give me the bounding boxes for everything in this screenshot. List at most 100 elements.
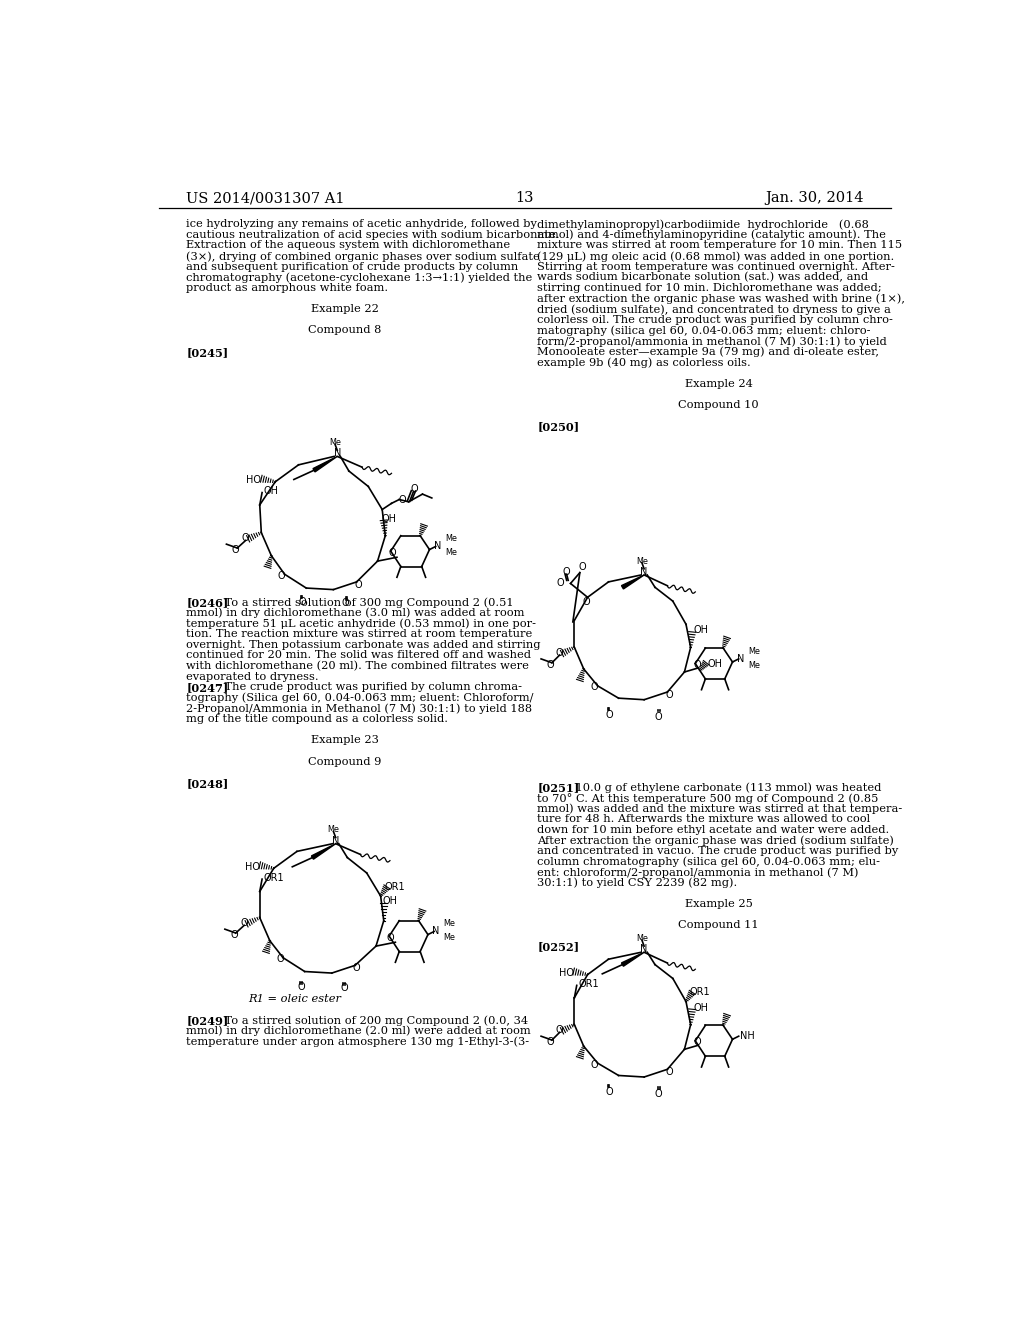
Text: (129 μL) mg oleic acid (0.68 mmol) was added in one portion.: (129 μL) mg oleic acid (0.68 mmol) was a… xyxy=(538,251,894,261)
Text: N: N xyxy=(332,836,339,846)
Text: mixture was stirred at room temperature for 10 min. Then 115: mixture was stirred at room temperature … xyxy=(538,240,902,251)
Text: O: O xyxy=(299,597,306,607)
Text: US 2014/0031307 A1: US 2014/0031307 A1 xyxy=(186,191,345,206)
Text: N: N xyxy=(640,944,648,954)
Text: O: O xyxy=(411,484,419,495)
Text: Me: Me xyxy=(636,557,648,565)
Text: 2-Propanol/Ammonia in Methanol (7 M) 30:1:1) to yield 188: 2-Propanol/Ammonia in Methanol (7 M) 30:… xyxy=(186,704,532,714)
Text: [0245]: [0245] xyxy=(186,347,228,358)
Text: temperature 51 μL acetic anhydride (0.53 mmol) in one por-: temperature 51 μL acetic anhydride (0.53… xyxy=(186,619,537,630)
Text: O: O xyxy=(354,579,362,590)
Text: Compound 9: Compound 9 xyxy=(308,756,382,767)
Text: O: O xyxy=(276,954,284,964)
Text: product as amorphous white foam.: product as amorphous white foam. xyxy=(186,282,388,293)
Text: [0249]: [0249] xyxy=(186,1015,228,1026)
Text: O: O xyxy=(693,1038,700,1047)
Text: N: N xyxy=(432,927,439,936)
Text: O: O xyxy=(563,566,570,577)
Text: mmol) in dry dichloromethane (2.0 ml) were added at room: mmol) in dry dichloromethane (2.0 ml) we… xyxy=(186,1026,530,1036)
Text: O: O xyxy=(654,711,662,722)
Text: mg of the title compound as a colorless solid.: mg of the title compound as a colorless … xyxy=(186,714,449,725)
Text: O: O xyxy=(387,933,394,942)
Text: after extraction the organic phase was washed with brine (1×),: after extraction the organic phase was w… xyxy=(538,293,905,304)
Text: O: O xyxy=(398,495,407,506)
Text: HO: HO xyxy=(245,862,260,871)
Text: ent: chloroform/2-propanol/ammonia in methanol (7 M): ent: chloroform/2-propanol/ammonia in me… xyxy=(538,867,859,878)
Text: OH: OH xyxy=(381,513,396,524)
Polygon shape xyxy=(311,843,336,859)
Polygon shape xyxy=(622,576,644,589)
Text: O: O xyxy=(340,983,348,994)
Text: temperature under argon atmosphere 130 mg 1-Ethyl-3-(3-: temperature under argon atmosphere 130 m… xyxy=(186,1036,529,1047)
Text: O: O xyxy=(666,690,673,700)
Text: O: O xyxy=(353,964,360,973)
Text: [0247]: [0247] xyxy=(186,682,228,693)
Text: [0246]: [0246] xyxy=(186,597,228,609)
Text: N: N xyxy=(640,566,648,577)
Text: O: O xyxy=(297,982,304,991)
Text: Jan. 30, 2014: Jan. 30, 2014 xyxy=(766,191,864,206)
Text: Extraction of the aqueous system with dichloromethane: Extraction of the aqueous system with di… xyxy=(186,240,510,251)
Text: O: O xyxy=(230,931,238,940)
Text: O: O xyxy=(591,1060,598,1069)
Text: Me: Me xyxy=(748,647,760,656)
Text: stirring continued for 10 min. Dichloromethane was added;: stirring continued for 10 min. Dichlorom… xyxy=(538,282,882,293)
Text: HO: HO xyxy=(247,475,261,486)
Text: wards sodium bicarbonate solution (sat.) was added, and: wards sodium bicarbonate solution (sat.)… xyxy=(538,272,868,282)
Text: overnight. Then potassium carbonate was added and stirring: overnight. Then potassium carbonate was … xyxy=(186,640,541,649)
Text: to 70° C. At this temperature 500 mg of Compound 2 (0.85: to 70° C. At this temperature 500 mg of … xyxy=(538,793,879,804)
Text: tion. The reaction mixture was stirred at room temperature: tion. The reaction mixture was stirred a… xyxy=(186,630,532,639)
Text: O: O xyxy=(557,578,564,589)
Text: O: O xyxy=(241,917,248,928)
Text: Example 23: Example 23 xyxy=(311,735,379,746)
Text: O: O xyxy=(231,545,240,556)
Text: [0250]: [0250] xyxy=(538,421,580,432)
Text: and concentrated in vacuo. The crude product was purified by: and concentrated in vacuo. The crude pro… xyxy=(538,846,898,855)
Text: Me: Me xyxy=(443,919,456,928)
Text: down for 10 min before ethyl acetate and water were added.: down for 10 min before ethyl acetate and… xyxy=(538,825,890,834)
Text: Example 22: Example 22 xyxy=(311,304,379,314)
Text: 30:1:1) to yield CSY 2239 (82 mg).: 30:1:1) to yield CSY 2239 (82 mg). xyxy=(538,878,737,888)
Text: dimethylaminopropyl)carbodiimide  hydrochloride   (0.68: dimethylaminopropyl)carbodiimide hydroch… xyxy=(538,219,869,230)
Text: O: O xyxy=(556,648,563,657)
Text: (3×), drying of combined organic phases over sodium sulfate: (3×), drying of combined organic phases … xyxy=(186,251,540,261)
Text: After extraction the organic phase was dried (sodium sulfate): After extraction the organic phase was d… xyxy=(538,836,894,846)
Text: Me: Me xyxy=(328,825,339,834)
Text: OR1: OR1 xyxy=(263,873,285,883)
Text: matography (silica gel 60, 0.04-0.063 mm; eluent: chloro-: matography (silica gel 60, 0.04-0.063 mm… xyxy=(538,326,870,337)
Text: HO: HO xyxy=(559,968,573,978)
Text: O: O xyxy=(556,1026,563,1035)
Polygon shape xyxy=(313,457,337,473)
Text: 13: 13 xyxy=(515,191,535,206)
Text: O: O xyxy=(583,597,590,607)
Text: Me: Me xyxy=(445,535,457,544)
Text: OH: OH xyxy=(382,896,397,907)
Text: mmol) was added and the mixture was stirred at that tempera-: mmol) was added and the mixture was stir… xyxy=(538,804,902,814)
Text: OH: OH xyxy=(263,486,279,496)
Text: Me: Me xyxy=(748,660,760,669)
Text: colorless oil. The crude product was purified by column chro-: colorless oil. The crude product was pur… xyxy=(538,315,893,325)
Text: N: N xyxy=(433,541,441,552)
Text: O: O xyxy=(654,1089,662,1100)
Text: O: O xyxy=(547,660,554,671)
Text: Stirring at room temperature was continued overnight. After-: Stirring at room temperature was continu… xyxy=(538,261,895,272)
Text: N: N xyxy=(736,653,744,664)
Text: O: O xyxy=(666,1068,673,1077)
Text: form/2-propanol/ammonia in methanol (7 M) 30:1:1) to yield: form/2-propanol/ammonia in methanol (7 M… xyxy=(538,337,887,347)
Text: OH: OH xyxy=(708,659,723,669)
Text: O: O xyxy=(605,1088,613,1097)
Text: example 9b (40 mg) as colorless oils.: example 9b (40 mg) as colorless oils. xyxy=(538,358,751,368)
Text: N: N xyxy=(334,449,341,458)
Text: with dichloromethane (20 ml). The combined filtrates were: with dichloromethane (20 ml). The combin… xyxy=(186,661,529,672)
Text: OR1: OR1 xyxy=(385,882,406,892)
Text: [0248]: [0248] xyxy=(186,777,228,789)
Text: To a stirred solution of 300 mg Compound 2 (0.51: To a stirred solution of 300 mg Compound… xyxy=(210,597,513,609)
Text: Me: Me xyxy=(445,548,457,557)
Text: mmol) and 4-dimethylaminopyridine (catalytic amount). The: mmol) and 4-dimethylaminopyridine (catal… xyxy=(538,230,886,240)
Text: Monooleate ester—example 9a (79 mg) and di-oleate ester,: Monooleate ester—example 9a (79 mg) and … xyxy=(538,347,880,358)
Text: Me: Me xyxy=(443,933,456,942)
Text: R1 = oleic ester: R1 = oleic ester xyxy=(248,994,341,1003)
Text: OH: OH xyxy=(693,1003,709,1012)
Polygon shape xyxy=(622,952,644,966)
Text: continued for 20 min. The solid was filtered off and washed: continued for 20 min. The solid was filt… xyxy=(186,651,531,660)
